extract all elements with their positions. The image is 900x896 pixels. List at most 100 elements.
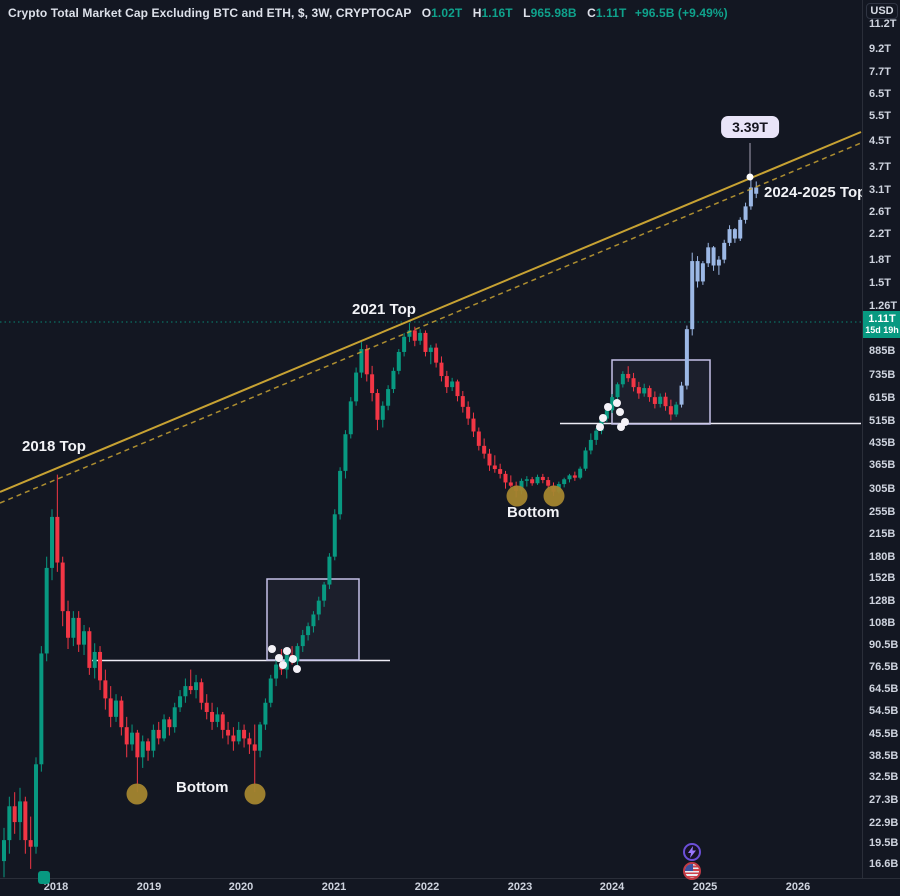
- candle-body: [391, 370, 396, 390]
- entry-dot: [268, 645, 276, 653]
- candle-body: [236, 729, 241, 742]
- entry-dot: [617, 423, 625, 431]
- chart-annotation[interactable]: Bottom: [507, 504, 560, 521]
- price-tick: 38.5B: [869, 749, 899, 762]
- candle-body: [604, 410, 609, 419]
- ohlc-open-label: O: [421, 6, 432, 20]
- candle-body: [503, 473, 508, 483]
- candle-body: [268, 678, 273, 703]
- candle-body: [508, 482, 513, 486]
- candle-body: [242, 729, 247, 739]
- chart-annotation[interactable]: 2021 Top: [352, 301, 416, 318]
- candle-body: [92, 651, 97, 668]
- price-tick: 255B: [869, 505, 896, 518]
- candle-body: [98, 651, 103, 681]
- price-tick: 108B: [869, 616, 896, 629]
- candle-body: [263, 702, 268, 725]
- candle-body: [754, 187, 759, 194]
- chart-annotation[interactable]: 2024-2025 Top: [764, 184, 867, 201]
- candle-body: [578, 468, 583, 478]
- price-tick: 435B: [869, 436, 896, 449]
- candle-body: [247, 738, 252, 745]
- candle-body: [311, 614, 316, 627]
- time-tick: 2021: [321, 881, 347, 893]
- candle-body: [327, 556, 332, 585]
- entry-dot: [596, 423, 604, 431]
- candle-body: [524, 479, 529, 481]
- price-tick: 9.2T: [869, 43, 892, 56]
- candle-body: [423, 332, 428, 352]
- candle-body: [199, 682, 204, 703]
- time-axis[interactable]: 2018 2019 2020 2021 2022 2023 2024 2025 2026: [0, 878, 900, 896]
- candle-body: [364, 349, 369, 375]
- price-tick: 2.2T: [869, 227, 892, 240]
- candle-body: [18, 801, 23, 823]
- us-flag-event-icon[interactable]: [683, 862, 701, 880]
- time-tick: 2022: [414, 881, 440, 893]
- candle-body: [28, 840, 33, 847]
- change-value: +96.5B (+9.49%): [634, 6, 728, 20]
- candle-body: [668, 406, 673, 415]
- candle-body: [119, 700, 124, 728]
- chart-annotation[interactable]: Bottom: [176, 779, 229, 796]
- candle-body: [87, 631, 92, 668]
- time-tick: 2026: [785, 881, 811, 893]
- price-tick: 16.6B: [869, 858, 899, 871]
- price-target-label[interactable]: 3.39T: [721, 116, 779, 138]
- toolbar-chip[interactable]: [38, 871, 50, 884]
- price-tick: 11.2T: [869, 17, 897, 30]
- entry-dot: [613, 399, 621, 407]
- lightning-event-icon[interactable]: [683, 843, 701, 861]
- resistance-trendline: [0, 131, 862, 493]
- candle-body: [194, 682, 199, 691]
- candle-body: [156, 729, 161, 739]
- candle-body: [178, 696, 183, 708]
- price-tick: 6.5T: [869, 87, 892, 100]
- candle-body: [220, 714, 225, 730]
- candle-body: [172, 707, 177, 728]
- candle-body: [114, 700, 119, 717]
- bar-countdown: 15d 19h: [865, 325, 899, 335]
- candle-body: [588, 439, 593, 451]
- price-tick: 1.26T: [869, 299, 898, 312]
- target-touch-dot: [746, 173, 754, 181]
- candle-body: [412, 330, 417, 341]
- price-tick: 365B: [869, 459, 896, 472]
- candle-body: [386, 389, 391, 406]
- candle-body: [647, 388, 652, 398]
- lightning-bolt-glyph: [688, 846, 696, 858]
- entry-dot: [293, 665, 301, 673]
- candle-body: [636, 387, 641, 394]
- candle-body: [679, 385, 684, 405]
- price-tick: 22.9B: [869, 816, 899, 829]
- candle-body: [252, 744, 257, 751]
- candle-body: [258, 724, 263, 751]
- symbol-title[interactable]: Crypto Total Market Cap Excluding BTC an…: [8, 6, 412, 20]
- candle-body: [519, 480, 524, 491]
- candle-body: [348, 401, 353, 435]
- candle-body: [530, 479, 535, 484]
- candle-body: [183, 686, 188, 697]
- price-axis[interactable]: USD 11.2T 9.2T 7.7T 6.5T 5.5T 4.5T 3.7T 3.1T 2.6…: [862, 0, 900, 878]
- candle-body: [562, 479, 567, 485]
- candle-body: [354, 372, 359, 402]
- entry-dot: [283, 647, 291, 655]
- bottom-marker: [126, 783, 148, 805]
- chart-annotation[interactable]: 2018 Top: [22, 438, 86, 455]
- candle-body: [466, 406, 471, 419]
- candle-body: [338, 470, 343, 515]
- symbol-header[interactable]: Crypto Total Market Cap Excluding BTC an…: [8, 6, 728, 20]
- time-tick: 2024: [599, 881, 625, 893]
- price-tick: 615B: [869, 392, 896, 405]
- currency-toggle[interactable]: USD: [866, 3, 898, 19]
- candle-body: [295, 646, 300, 662]
- candle-body: [610, 397, 615, 411]
- candle-body: [450, 381, 455, 388]
- time-tick: 2025: [692, 881, 718, 893]
- candle-body: [476, 431, 481, 446]
- ohlc-low-value: 965.98B: [530, 6, 577, 20]
- price-tick: 215B: [869, 527, 896, 540]
- candle-body: [39, 653, 44, 765]
- candlestick-chart[interactable]: [0, 0, 862, 878]
- bottom-marker: [244, 783, 266, 805]
